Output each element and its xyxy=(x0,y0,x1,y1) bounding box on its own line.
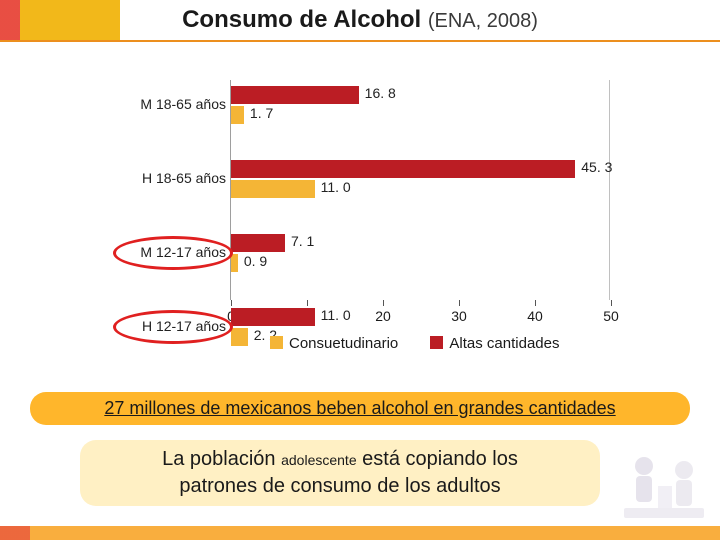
highlight-ellipse xyxy=(113,310,233,344)
title-main: Consumo de Alcohol xyxy=(182,6,421,33)
bar-value-label: 45. 3 xyxy=(575,159,612,175)
bar-altas: 11. 0 xyxy=(231,308,315,326)
legend-item-altas: Altas cantidades xyxy=(430,335,559,352)
bar-consuetudinario: 11. 0 xyxy=(231,180,315,198)
plot-area: 01020304050M 18-65 años16. 81. 7H 18-65 … xyxy=(230,80,610,300)
header-bar: Consumo de Alcohol (ENA, 2008) xyxy=(0,0,720,42)
x-tick-label: 20 xyxy=(375,308,391,324)
callout-stat: 27 millones de mexicanos beben alcohol e… xyxy=(30,392,690,425)
x-tick-label: 30 xyxy=(451,308,467,324)
decorative-figure xyxy=(614,446,714,536)
bar-consuetudinario: 2. 2 xyxy=(231,328,248,346)
callout2-c: patrones de consumo de los adultos xyxy=(179,475,500,497)
legend-item-consuetudinario: Consuetudinario xyxy=(270,335,398,352)
legend-swatch-0 xyxy=(270,336,283,349)
bar-altas: 16. 8 xyxy=(231,86,359,104)
y-category-label: M 18-65 años xyxy=(121,96,226,112)
footer-strip xyxy=(0,526,720,540)
bar-value-label: 11. 0 xyxy=(315,179,351,195)
x-tickmark xyxy=(459,300,460,306)
callout2-small: adolescente xyxy=(281,452,357,468)
x-tickmark xyxy=(611,300,612,306)
bar-altas: 7. 1 xyxy=(231,234,285,252)
y-category-label: H 18-65 años xyxy=(121,170,226,186)
highlight-ellipse xyxy=(113,236,233,270)
legend: Consuetudinario Altas cantidades xyxy=(270,335,670,352)
x-tick-label: 50 xyxy=(603,308,619,324)
x-tick-label: 40 xyxy=(527,308,543,324)
callout2-b: está copiando los xyxy=(357,448,518,470)
bar-value-label: 7. 1 xyxy=(285,233,314,249)
bar-chart: 01020304050M 18-65 años16. 81. 7H 18-65 … xyxy=(120,80,630,350)
bar-value-label: 0. 9 xyxy=(238,253,267,269)
header-rule xyxy=(0,40,720,42)
bar-value-label: 11. 0 xyxy=(315,307,351,323)
bar-altas: 45. 3 xyxy=(231,160,575,178)
page-title: Consumo de Alcohol (ENA, 2008) xyxy=(0,6,720,34)
callout-conclusion: La población adolescente está copiando l… xyxy=(80,440,600,506)
bar-value-label: 1. 7 xyxy=(244,105,273,121)
x-tickmark xyxy=(307,300,308,306)
x-tickmark xyxy=(383,300,384,306)
callout2-a: La población xyxy=(162,448,281,470)
bar-consuetudinario: 0. 9 xyxy=(231,254,238,272)
x-tickmark xyxy=(535,300,536,306)
legend-label-0: Consuetudinario xyxy=(289,335,398,352)
x-tickmark xyxy=(231,300,232,306)
legend-label-1: Altas cantidades xyxy=(449,335,559,352)
bar-value-label: 16. 8 xyxy=(359,85,396,101)
title-sub: (ENA, 2008) xyxy=(428,10,538,32)
legend-swatch-1 xyxy=(430,336,443,349)
bar-consuetudinario: 1. 7 xyxy=(231,106,244,124)
